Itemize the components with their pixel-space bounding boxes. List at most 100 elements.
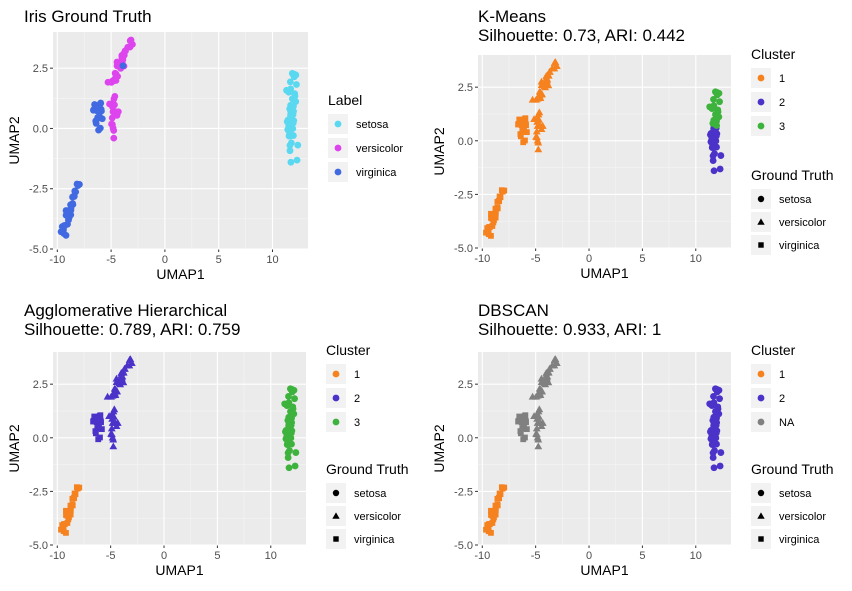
legend-shape-triangle <box>332 512 340 519</box>
x-tick-label: 10 <box>265 550 277 562</box>
data-point-setosa <box>716 462 724 470</box>
data-point-virginica <box>67 201 74 209</box>
chart-subtitle: Silhouette: 0.933, ARI: 1 <box>478 320 661 339</box>
data-point-setosa <box>715 410 723 418</box>
data-points <box>57 36 302 239</box>
legend-label: 2 <box>779 393 785 405</box>
data-point-virginica <box>92 428 99 435</box>
x-axis-label: UMAP1 <box>580 265 628 281</box>
data-point-virginica <box>492 502 499 509</box>
data-point-versicolor <box>534 110 543 118</box>
data-point-virginica <box>522 115 529 122</box>
legend-swatch <box>332 370 340 378</box>
x-tick-label: 5 <box>214 550 220 562</box>
data-point-versicolor <box>109 407 118 415</box>
data-point-setosa <box>285 464 293 472</box>
data-point-versicolor <box>112 422 121 430</box>
data-point-virginica <box>71 494 77 501</box>
plot-panel <box>478 55 731 248</box>
data-point-virginica <box>496 490 503 497</box>
data-point-virginica <box>97 412 104 419</box>
color-legend: Cluster 1 2 3 <box>326 342 371 432</box>
legend-label: 2 <box>354 393 360 405</box>
y-tick-label: 0.0 <box>33 123 48 135</box>
data-point-versicolor <box>127 359 136 366</box>
x-tick-label: 0 <box>162 254 168 266</box>
data-point-setosa <box>285 424 293 432</box>
data-point-virginica <box>515 418 521 425</box>
legend-title: Cluster <box>751 342 796 358</box>
data-point-virginica <box>523 122 529 129</box>
data-point-setosa <box>717 449 725 456</box>
data-point-virginica <box>490 219 497 226</box>
data-point-setosa <box>292 98 300 105</box>
legend-swatch <box>334 120 342 128</box>
x-tick-label: -10 <box>474 253 490 265</box>
legend-label: setosa <box>354 488 387 500</box>
data-point-versicolor <box>533 122 542 129</box>
x-tick-label: -5 <box>106 254 116 266</box>
data-point-virginica <box>94 416 101 423</box>
chart-title: DBSCAN <box>478 301 549 320</box>
data-point-virginica <box>92 117 100 125</box>
legend-swatch <box>757 394 765 402</box>
data-point-virginica <box>499 188 506 195</box>
data-point-versicolor <box>533 136 542 144</box>
data-point-virginica <box>119 62 127 70</box>
legend-title: Ground Truth <box>751 461 834 477</box>
data-point-setosa <box>284 454 292 461</box>
data-point-virginica <box>119 379 126 385</box>
x-tick-label: -5 <box>106 550 116 562</box>
data-point-setosa <box>716 165 724 173</box>
y-tick-label: -5.0 <box>454 540 473 552</box>
data-point-setosa <box>286 147 294 155</box>
x-tick-label: 10 <box>266 254 278 266</box>
data-point-setosa <box>284 125 292 133</box>
data-point-versicolor <box>533 433 542 441</box>
data-point-setosa <box>284 401 292 409</box>
x-tick-label: 0 <box>161 550 167 562</box>
data-point-versicolor <box>532 411 541 419</box>
chart-title: Agglomerative Hierarchical <box>24 301 227 320</box>
y-tick-label: 2.5 <box>33 379 48 391</box>
data-point-virginica <box>523 419 529 426</box>
data-point-virginica <box>63 507 69 514</box>
data-point-setosa <box>290 73 298 81</box>
data-point-setosa <box>710 424 718 432</box>
data-point-versicolor <box>537 125 546 133</box>
legend-label: virginica <box>779 534 820 546</box>
data-point-versicolor <box>532 114 541 122</box>
legend-label: versicolor <box>779 511 826 523</box>
data-point-setosa <box>707 435 715 442</box>
data-point-virginica <box>63 512 69 518</box>
data-point-versicolor <box>543 372 552 380</box>
legend-shape-square <box>333 536 339 542</box>
data-point-versicolor <box>534 442 543 450</box>
legend-label: 1 <box>779 73 785 85</box>
data-point-versicolor <box>552 359 561 366</box>
data-point-virginica <box>488 215 494 221</box>
data-point-virginica <box>62 211 70 219</box>
data-point-virginica <box>94 104 102 111</box>
legend-label: versicolor <box>354 511 401 523</box>
data-point-versicolor <box>552 62 561 69</box>
data-point-virginica <box>97 434 103 441</box>
data-point-versicolor <box>533 391 542 399</box>
color-legend: Cluster 1 2 NA <box>751 342 796 432</box>
data-point-setosa <box>713 388 721 396</box>
data-point-versicolor <box>109 124 117 132</box>
data-point-setosa <box>716 98 723 106</box>
data-point-virginica <box>519 416 526 423</box>
data-point-setosa <box>287 158 295 166</box>
data-point-virginica <box>522 412 529 419</box>
x-axis-label: UMAP1 <box>155 562 203 578</box>
data-point-virginica <box>492 210 499 217</box>
y-tick-label: 0.0 <box>458 136 473 148</box>
data-point-versicolor <box>532 424 541 432</box>
data-points <box>483 355 725 536</box>
y-axis-label: UMAP2 <box>431 127 447 175</box>
x-tick-label: -10 <box>49 254 65 266</box>
data-point-virginica <box>483 229 489 236</box>
